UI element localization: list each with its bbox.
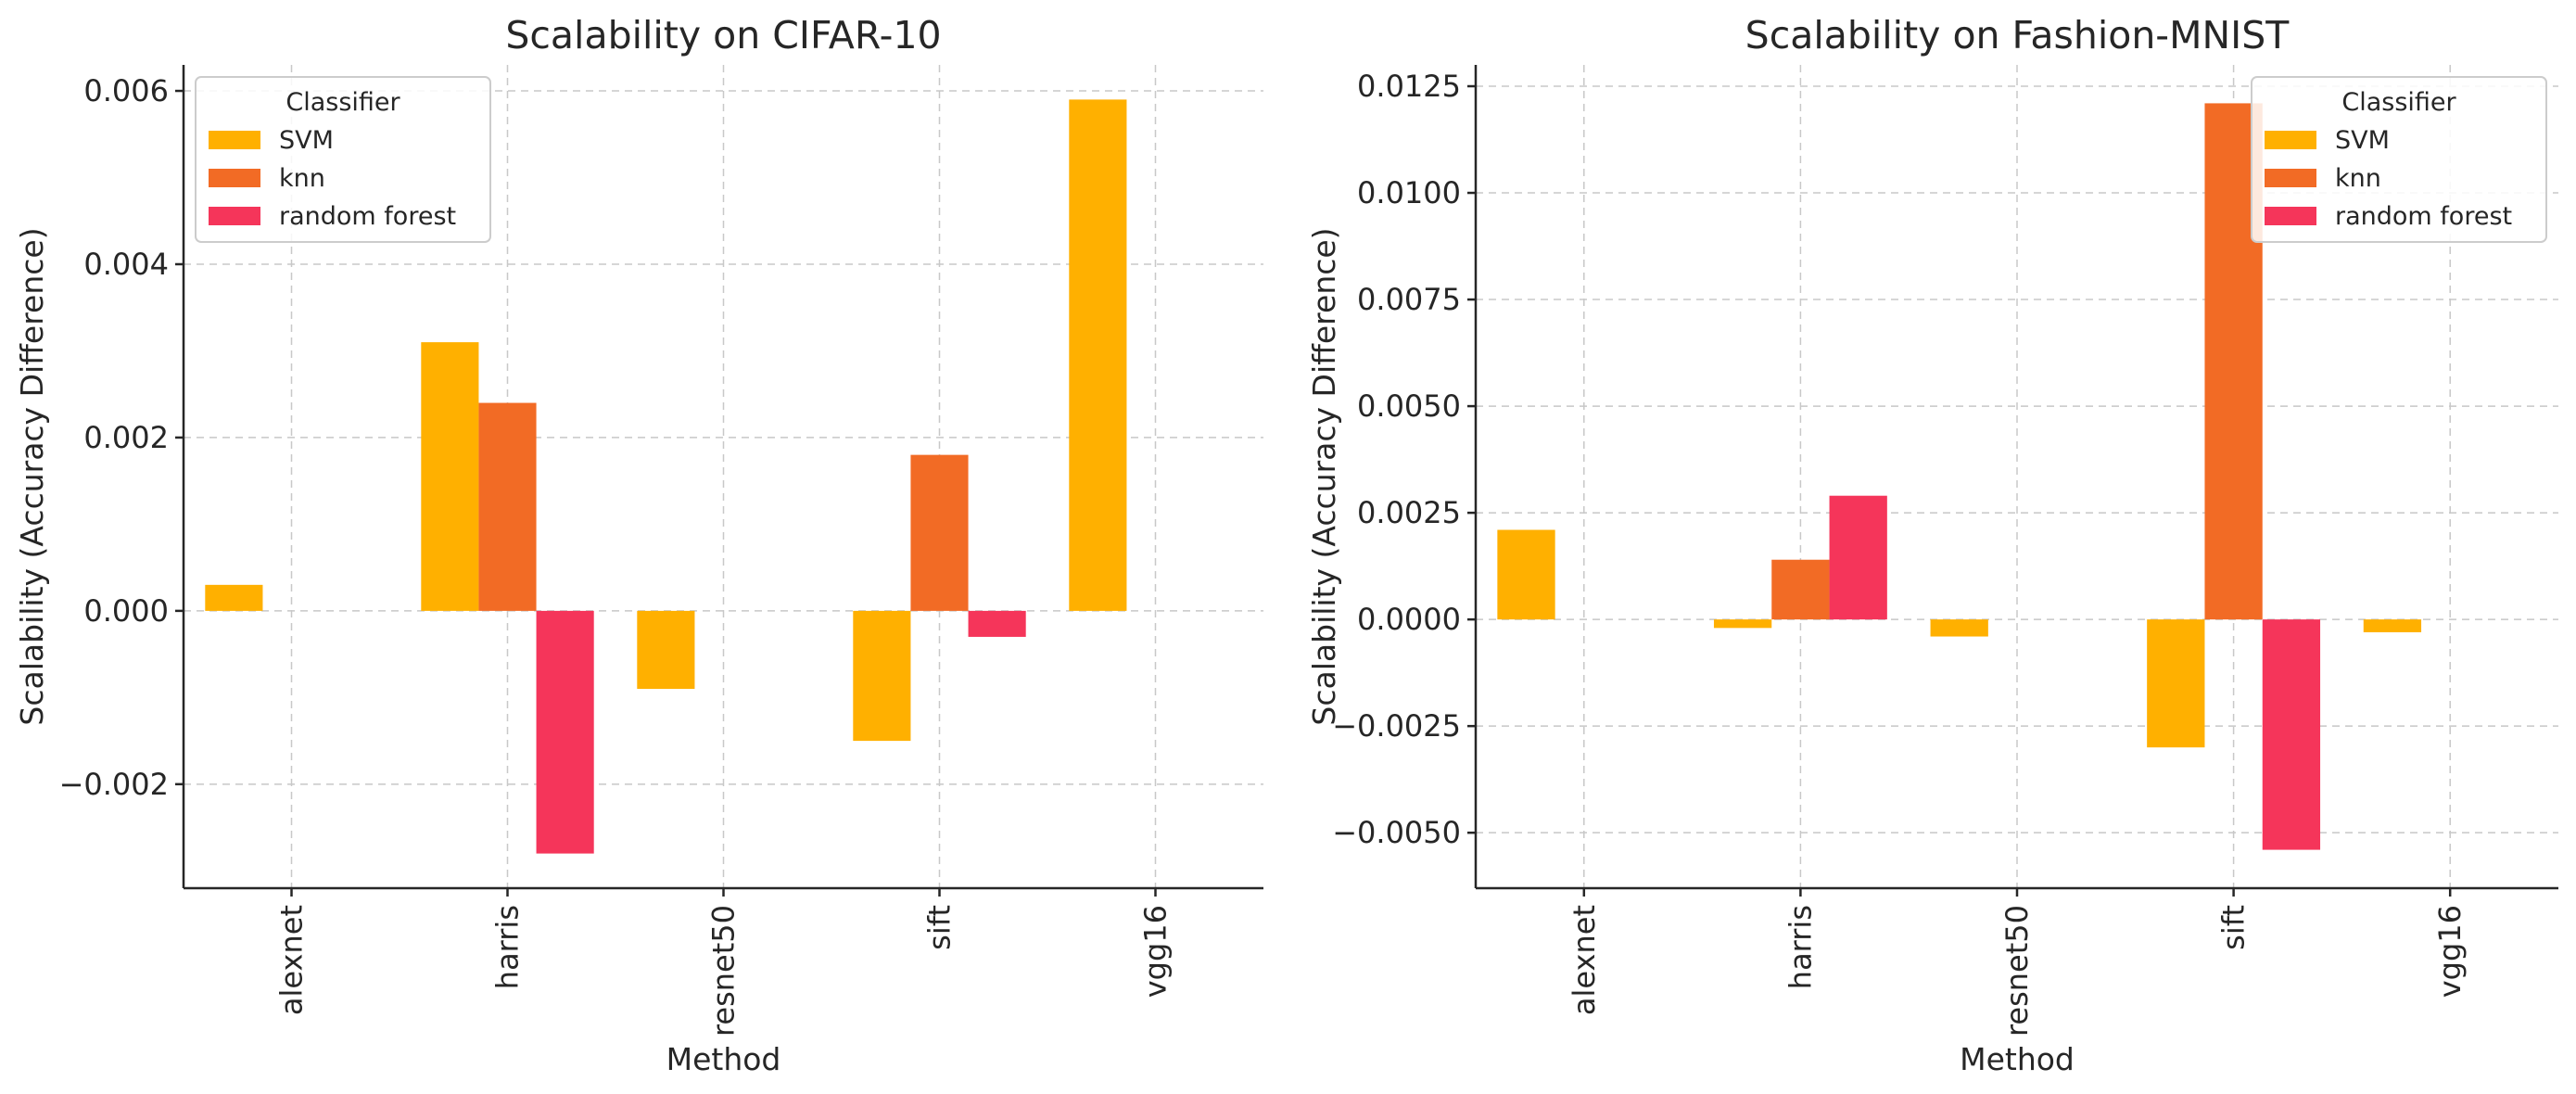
legend-label-SVM: SVM: [279, 126, 334, 155]
legend-title: Classifier: [2341, 88, 2456, 117]
legend-label-SVM: SVM: [2335, 126, 2390, 155]
chart-2: −0.0050 −0.0025 0.0000 0.0025 0.0050 0.0075 0.…: [1306, 13, 2558, 1077]
x-tick-label: resnet50: [1999, 905, 2035, 1037]
legend-label-random-forest: random forest: [279, 202, 456, 231]
x-axis-label: Method: [1960, 1041, 2075, 1077]
x-tick-label: alexnet: [274, 905, 310, 1015]
y-tick-label: 0.004: [83, 247, 169, 282]
bar-random-forest-harris: [1829, 495, 1887, 620]
bar-random-forest-harris: [536, 610, 594, 854]
y-axis-label: Scalability (Accuracy Difference): [14, 227, 50, 725]
legend-box: [195, 76, 491, 243]
legend-box: [2251, 76, 2547, 243]
x-axis-label: Method: [666, 1041, 781, 1077]
bar-SVM-sift: [853, 610, 911, 742]
y-tick-label: −0.0050: [1332, 815, 1461, 850]
legend-swatch-random-forest: [2265, 207, 2316, 225]
legend-swatch-SVM: [209, 131, 260, 149]
bar-SVM-resnet50: [1930, 619, 1988, 637]
y-tick-label: 0.0075: [1357, 282, 1461, 317]
y-tick-label: 0.000: [83, 593, 169, 629]
x-tick-label: vgg16: [1138, 905, 1174, 998]
bar-random-forest-sift: [968, 610, 1026, 637]
legend-label-random-forest: random forest: [2335, 202, 2512, 231]
legend-swatch-random-forest: [209, 207, 260, 225]
x-tick-label: harris: [490, 905, 526, 989]
bars: [205, 99, 1127, 854]
legend: Classifier SVM knn random forest: [195, 76, 491, 243]
bar-SVM-harris: [1713, 619, 1772, 629]
bar-knn-harris: [478, 402, 537, 611]
legend-title: Classifier: [286, 88, 400, 117]
legend-swatch-SVM: [2265, 131, 2316, 149]
y-tick-label: 0.0050: [1357, 388, 1461, 424]
legend-swatch-knn: [209, 169, 260, 187]
y-tick-label: 0.0025: [1357, 495, 1461, 530]
legend-label-knn: knn: [2335, 164, 2381, 193]
x-tick-label: harris: [1783, 905, 1818, 989]
y-tick-label: 0.0125: [1357, 69, 1461, 104]
legend-swatch-knn: [2265, 169, 2316, 187]
x-tick-label: sift: [2216, 905, 2252, 950]
x-tick-label: alexnet: [1567, 905, 1602, 1015]
bar-SVM-alexnet: [205, 584, 263, 611]
bar-SVM-resnet50: [637, 610, 695, 690]
bar-SVM-vgg16: [1069, 99, 1127, 611]
bar-SVM-vgg16: [2363, 619, 2422, 632]
bar-SVM-harris: [421, 342, 479, 611]
y-axis-label: Scalability (Accuracy Difference): [1306, 227, 1342, 725]
y-tick-label: −0.0025: [1332, 708, 1461, 744]
y-tick-label: 0.002: [83, 420, 169, 455]
bar-knn-sift: [910, 454, 969, 611]
y-tick-label: 0.0000: [1357, 602, 1461, 637]
chart-title: Scalability on Fashion-MNIST: [1745, 13, 2290, 57]
bar-random-forest-sift: [2262, 619, 2321, 850]
chart-title: Scalability on CIFAR-10: [505, 13, 941, 57]
x-tick-label: sift: [922, 905, 958, 950]
y-tick-label: 0.0100: [1357, 175, 1461, 210]
y-tick-label: −0.002: [59, 767, 169, 802]
x-tick-label: vgg16: [2432, 905, 2468, 998]
bar-SVM-alexnet: [1497, 529, 1555, 620]
chart-1: −0.002 0.000 0.002 0.004 0.006 alexnet harris r…: [14, 13, 1263, 1077]
bar-knn-harris: [1771, 559, 1830, 620]
legend: Classifier SVM knn random forest: [2251, 76, 2547, 243]
y-tick-label: 0.006: [83, 73, 169, 108]
bar-SVM-sift: [2147, 619, 2205, 748]
bars: [1497, 103, 2422, 850]
legend-label-knn: knn: [279, 164, 325, 193]
x-tick-label: resnet50: [706, 905, 742, 1037]
